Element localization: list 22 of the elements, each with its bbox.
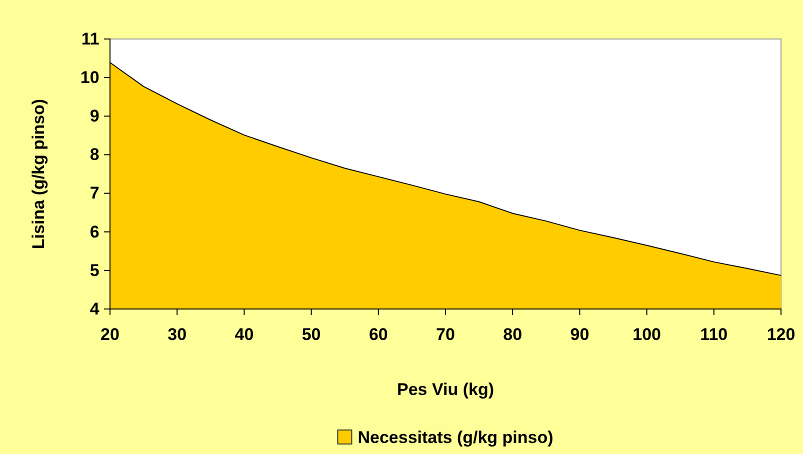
x-tick-label: 80: [503, 325, 522, 344]
x-tick-label: 60: [368, 325, 388, 344]
x-tick-label: 90: [570, 325, 590, 344]
y-tick-label: 4: [90, 299, 100, 318]
y-tick-label: 10: [80, 68, 100, 88]
x-tick-label: 50: [302, 325, 321, 344]
y-axis-title: Lisina (g/kg pinso): [29, 98, 48, 250]
x-tick-label: 120: [766, 325, 796, 344]
x-tick-label: 20: [100, 325, 120, 344]
x-tick-label: 70: [436, 325, 455, 344]
x-axis-title: Pes Viu (kg): [397, 380, 494, 399]
x-tick-label: 40: [234, 325, 254, 344]
x-tick-label: 30: [168, 325, 187, 344]
y-tick-label: 7: [90, 184, 100, 203]
y-tick-label: 11: [81, 29, 100, 48]
y-tick-label: 5: [90, 260, 100, 280]
y-tick-label: 8: [90, 145, 100, 164]
y-tick-label: 6: [90, 222, 100, 242]
x-tick-label: 110: [700, 325, 728, 344]
y-tick-label: 9: [90, 106, 100, 126]
legend-label: Necessitats (g/kg pinso): [358, 428, 554, 447]
x-tick-label: 100: [632, 325, 661, 344]
